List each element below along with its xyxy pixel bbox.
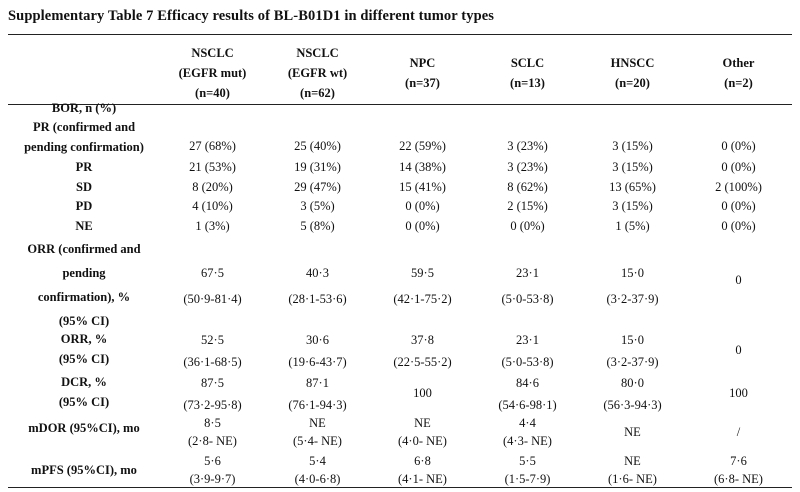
table-cell: 3 (15%) — [612, 160, 653, 174]
table-cell: 0 (0%) — [405, 199, 440, 213]
row-label-bor: BOR, n (%) — [51, 101, 117, 115]
table-cell: 1 (5%) — [615, 219, 650, 233]
column-header-npc: NPC (n=37) — [405, 56, 440, 90]
table-cell: 59·5 (42·1-75·2) — [393, 266, 452, 306]
table-cell: 0 (0%) — [510, 219, 545, 233]
column-header-sclc: SCLC (n=13) — [510, 56, 545, 90]
table-cell: 15·0 (3·2-37·9) — [606, 333, 659, 369]
table-cell: 0 (0%) — [721, 160, 756, 174]
table-cell: 0 — [735, 343, 742, 357]
table-cell: 3 (5%) — [300, 199, 335, 213]
top-rule — [8, 34, 792, 35]
table-cell: 0 (0%) — [721, 139, 756, 153]
table-cell: 15·0 (3·2-37·9) — [606, 266, 659, 306]
table-cell: 5 (8%) — [300, 219, 335, 233]
table-cell: 23·1 (5·0-53·8) — [501, 266, 554, 306]
table-cell: 22 (59%) — [399, 139, 446, 153]
row-label-ne: NE — [75, 219, 93, 233]
table-cell: 5·5 (1·5-7·9) — [504, 454, 551, 486]
row-label-pr-confirmed-pending: PR (confirmed and pending confirmation) — [24, 120, 144, 154]
table-cell: 2 (15%) — [507, 199, 548, 213]
header-rule — [8, 104, 792, 105]
table-cell: 5·6 (3·9-9·7) — [189, 454, 236, 486]
row-label-pd: PD — [75, 199, 93, 213]
table-cell: 4 (10%) — [192, 199, 233, 213]
table-cell: 23·1 (5·0-53·8) — [501, 333, 554, 369]
table-cell: 84·6 (54·6-98·1) — [498, 376, 557, 412]
table-cell: 7·6 (6·8- NE) — [714, 454, 763, 486]
table-cell: 100 — [729, 386, 748, 400]
table-cell: 8·5 (2·8- NE) — [188, 416, 237, 448]
table-cell: 3 (23%) — [507, 139, 548, 153]
table-cell: 8 (62%) — [507, 180, 548, 194]
table-cell: 1 (3%) — [195, 219, 230, 233]
table-cell: 14 (38%) — [399, 160, 446, 174]
table-cell: 0 (0%) — [721, 219, 756, 233]
table-cell: 30·6 (19·6-43·7) — [288, 333, 347, 369]
table-cell: 13 (65%) — [609, 180, 656, 194]
column-header-other: Other (n=2) — [722, 56, 755, 90]
table-cell: 25 (40%) — [294, 139, 341, 153]
row-label-sd: SD — [76, 180, 92, 194]
table-cell: 29 (47%) — [294, 180, 341, 194]
column-header-hnscc: HNSCC (n=20) — [610, 56, 655, 90]
table-cell: 100 — [413, 386, 432, 400]
table-cell: 21 (53%) — [189, 160, 236, 174]
table-cell: 8 (20%) — [192, 180, 233, 194]
row-label-orr: ORR, % (95% CI) — [58, 332, 110, 366]
table-cell: 27 (68%) — [189, 139, 236, 153]
table-cell: 40·3 (28·1-53·6) — [288, 266, 347, 306]
table-cell: NE (4·0- NE) — [398, 416, 447, 448]
row-label-dcr: DCR, % (95% CI) — [58, 375, 110, 409]
table-cell: 67·5 (50·9-81·4) — [183, 266, 242, 306]
column-header-nsclc-egfr-mut: NSCLC (EGFR mut) (n=40) — [178, 46, 247, 100]
table-cell: / — [736, 425, 741, 439]
table-cell: 0 (0%) — [721, 199, 756, 213]
table-title: Supplementary Table 7 Efficacy results o… — [8, 8, 495, 24]
table-cell: 52·5 (36·1-68·5) — [183, 333, 242, 369]
table-cell: 15 (41%) — [399, 180, 446, 194]
row-label-mpfs: mPFS (95%CI), mo — [31, 463, 137, 477]
table-cell: 3 (23%) — [507, 160, 548, 174]
table-cell: 3 (15%) — [612, 199, 653, 213]
row-label-pr: PR — [75, 160, 93, 174]
bottom-rule — [8, 487, 792, 488]
table-cell: 87·1 (76·1-94·3) — [288, 376, 347, 412]
table-cell: 0 — [735, 273, 742, 287]
table-cell: 4·4 (4·3- NE) — [503, 416, 552, 448]
table-cell: 5·4 (4·0-6·8) — [294, 454, 341, 486]
row-label-mdor: mDOR (95%CI), mo — [28, 421, 140, 435]
table-cell: 6·8 (4·1- NE) — [398, 454, 447, 486]
table-cell: 0 (0%) — [405, 219, 440, 233]
row-label-orr-confirmed-pending: ORR (confirmed and pending confirmation), … — [27, 242, 141, 328]
table-cell: 80·0 (56·3-94·3) — [603, 376, 662, 412]
table-cell: 87·5 (73·2-95·8) — [183, 376, 242, 412]
table-cell: NE (5·4- NE) — [293, 416, 342, 448]
table-cell: NE — [624, 425, 641, 439]
table-cell: 37·8 (22·5-55·2) — [393, 333, 452, 369]
table-cell: 19 (31%) — [294, 160, 341, 174]
table-cell: 3 (15%) — [612, 139, 653, 153]
table-cell: NE (1·6- NE) — [608, 454, 657, 486]
column-header-nsclc-egfr-wt: NSCLC (EGFR wt) (n=62) — [287, 46, 348, 100]
table-cell: 2 (100%) — [715, 180, 762, 194]
